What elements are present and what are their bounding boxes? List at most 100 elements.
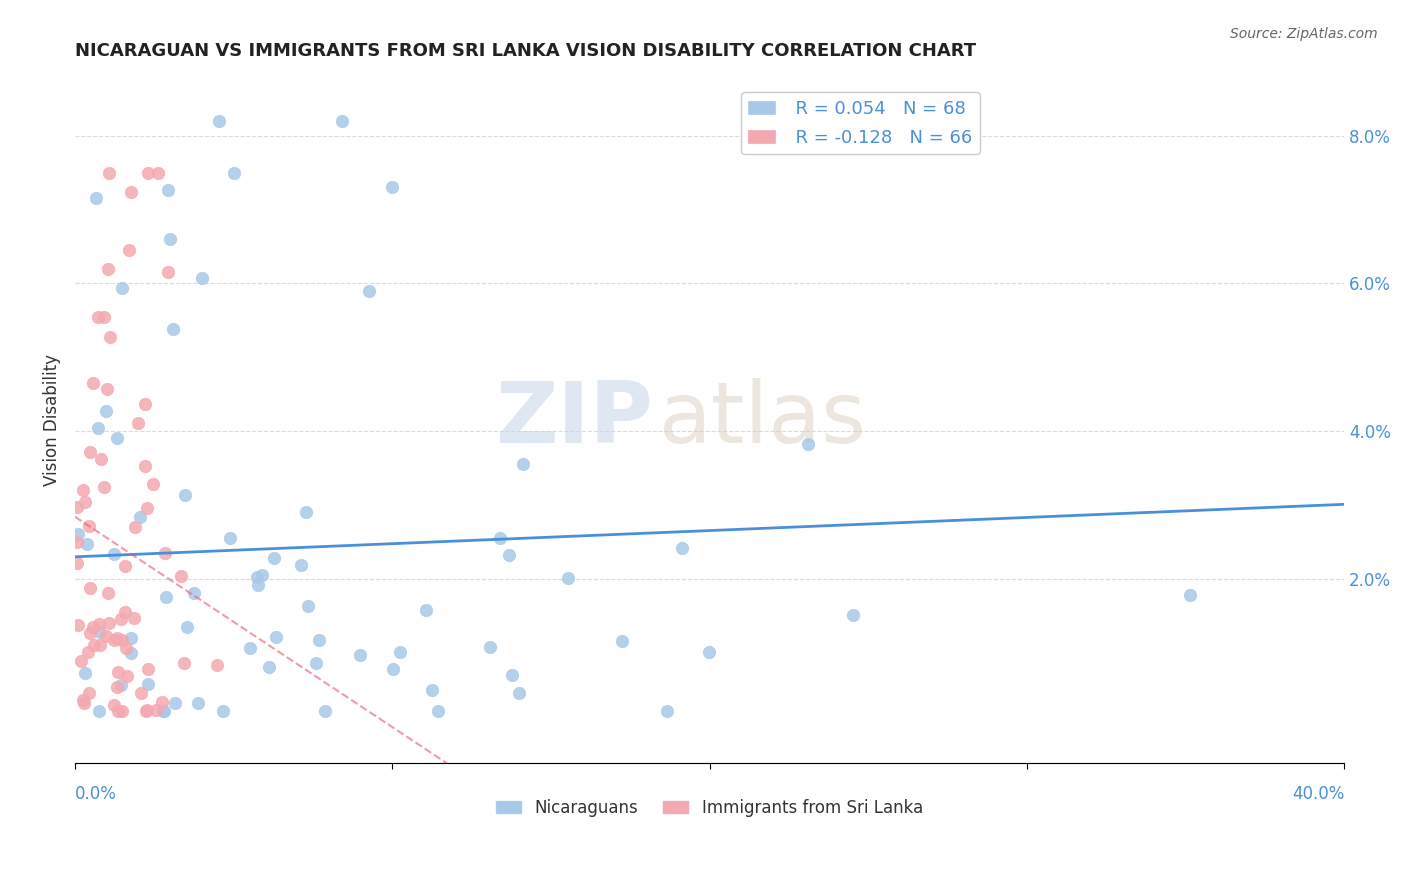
Text: 0.0%: 0.0%: [75, 785, 117, 804]
Point: [163, 696, 186, 710]
Point: [87, 705, 110, 719]
Point: [114, 558, 136, 573]
Point: [501, 668, 523, 682]
Point: [239, 641, 262, 656]
Point: [173, 656, 195, 670]
Point: [1178, 588, 1201, 602]
Point: [190, 270, 212, 285]
Point: [187, 696, 209, 710]
Point: [489, 531, 512, 545]
Point: [89, 625, 111, 640]
Text: 40.0%: 40.0%: [1292, 785, 1344, 804]
Point: [87, 617, 110, 632]
Point: [357, 284, 380, 298]
Point: [79, 581, 101, 595]
Point: [75, 495, 97, 509]
Point: [135, 705, 157, 719]
Point: [107, 665, 129, 680]
Point: [134, 459, 156, 474]
Point: [208, 114, 231, 128]
Point: [349, 648, 371, 662]
Text: NICARAGUAN VS IMMIGRANTS FROM SRI LANKA VISION DISABILITY CORRELATION CHART: NICARAGUAN VS IMMIGRANTS FROM SRI LANKA …: [75, 42, 976, 60]
Point: [82, 620, 104, 634]
Point: [155, 590, 177, 604]
Point: [111, 281, 134, 295]
Point: [114, 605, 136, 619]
Point: [671, 541, 693, 555]
Point: [250, 567, 273, 582]
Point: [122, 611, 145, 625]
Point: [103, 547, 125, 561]
Point: [183, 586, 205, 600]
Point: [134, 397, 156, 411]
Point: [129, 686, 152, 700]
Point: [479, 640, 502, 654]
Point: [170, 569, 193, 583]
Point: [86, 310, 108, 324]
Point: [97, 585, 120, 599]
Point: [90, 451, 112, 466]
Point: [115, 669, 138, 683]
Point: [420, 683, 443, 698]
Point: [84, 191, 107, 205]
Point: [426, 705, 449, 719]
Point: [103, 633, 125, 648]
Point: [152, 705, 174, 719]
Point: [176, 620, 198, 634]
Point: [142, 476, 165, 491]
Point: [66, 535, 89, 549]
Point: [148, 165, 170, 179]
Point: [155, 547, 177, 561]
Point: [246, 570, 269, 584]
Point: [218, 531, 240, 545]
Point: [67, 527, 90, 541]
Point: [162, 321, 184, 335]
Point: [83, 639, 105, 653]
Point: [290, 558, 312, 572]
Point: [610, 634, 633, 648]
Legend: Nicaraguans, Immigrants from Sri Lanka: Nicaraguans, Immigrants from Sri Lanka: [489, 792, 929, 823]
Point: [138, 165, 160, 179]
Point: [67, 617, 90, 632]
Point: [103, 698, 125, 713]
Point: [263, 550, 285, 565]
Point: [93, 310, 115, 325]
Point: [120, 646, 142, 660]
Point: [105, 431, 128, 445]
Point: [72, 483, 94, 497]
Point: [96, 382, 118, 396]
Point: [135, 703, 157, 717]
Point: [388, 645, 411, 659]
Point: [96, 629, 118, 643]
Point: [66, 556, 89, 570]
Point: [93, 480, 115, 494]
Point: [105, 681, 128, 695]
Point: [153, 705, 176, 719]
Point: [145, 703, 167, 717]
Point: [89, 638, 111, 652]
Point: [159, 232, 181, 246]
Point: [135, 500, 157, 515]
Point: [222, 165, 245, 179]
Point: [136, 662, 159, 676]
Point: [107, 705, 129, 719]
Point: [110, 612, 132, 626]
Point: [138, 677, 160, 691]
Point: [111, 632, 134, 647]
Point: [82, 376, 104, 390]
Point: [77, 518, 100, 533]
Point: [557, 571, 579, 585]
Point: [498, 548, 520, 562]
Point: [73, 696, 96, 710]
Text: atlas: atlas: [659, 378, 868, 461]
Point: [156, 265, 179, 279]
Point: [94, 404, 117, 418]
Point: [66, 500, 89, 514]
Point: [98, 165, 121, 179]
Point: [697, 644, 720, 658]
Point: [266, 630, 288, 644]
Point: [305, 657, 328, 671]
Point: [124, 520, 146, 534]
Point: [257, 660, 280, 674]
Point: [381, 180, 404, 194]
